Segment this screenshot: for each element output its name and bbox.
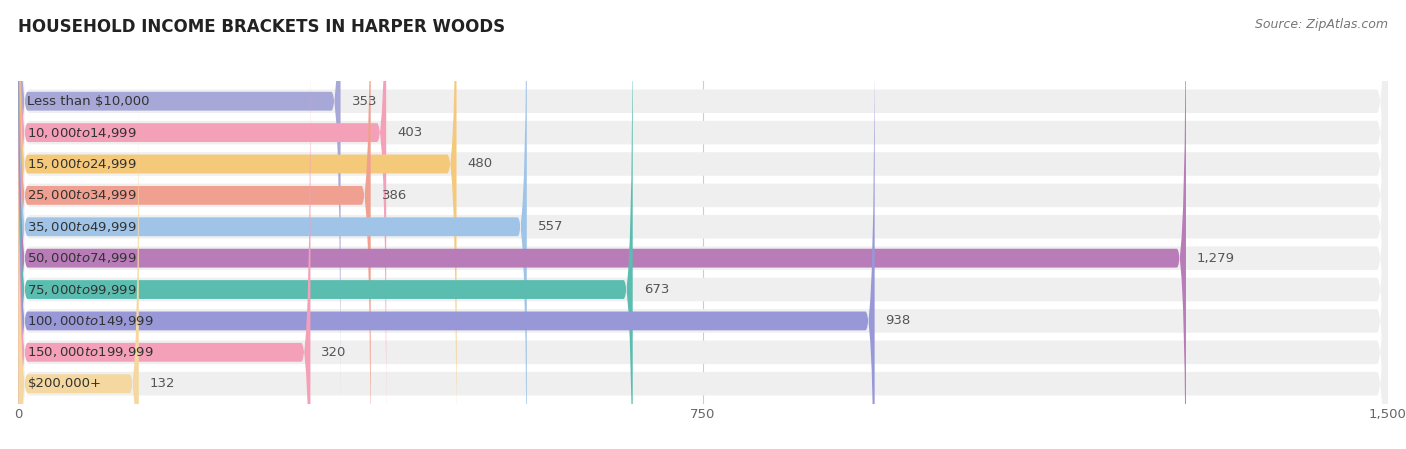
Text: $10,000 to $14,999: $10,000 to $14,999 bbox=[27, 126, 136, 140]
FancyBboxPatch shape bbox=[18, 0, 1185, 449]
Text: 938: 938 bbox=[886, 314, 911, 327]
FancyBboxPatch shape bbox=[18, 0, 1388, 449]
Text: $200,000+: $200,000+ bbox=[27, 377, 101, 390]
FancyBboxPatch shape bbox=[18, 0, 633, 449]
FancyBboxPatch shape bbox=[18, 17, 875, 449]
FancyBboxPatch shape bbox=[18, 0, 387, 437]
Text: 673: 673 bbox=[644, 283, 669, 296]
Text: 403: 403 bbox=[396, 126, 422, 139]
Text: $25,000 to $34,999: $25,000 to $34,999 bbox=[27, 189, 136, 202]
FancyBboxPatch shape bbox=[18, 0, 1388, 449]
Text: $15,000 to $24,999: $15,000 to $24,999 bbox=[27, 157, 136, 171]
FancyBboxPatch shape bbox=[18, 0, 1388, 449]
Text: HOUSEHOLD INCOME BRACKETS IN HARPER WOODS: HOUSEHOLD INCOME BRACKETS IN HARPER WOOD… bbox=[18, 18, 505, 36]
FancyBboxPatch shape bbox=[18, 0, 527, 449]
FancyBboxPatch shape bbox=[18, 0, 371, 449]
Text: 320: 320 bbox=[322, 346, 347, 359]
Text: 1,279: 1,279 bbox=[1197, 251, 1234, 264]
Text: Less than $10,000: Less than $10,000 bbox=[27, 95, 150, 108]
Text: $100,000 to $149,999: $100,000 to $149,999 bbox=[27, 314, 153, 328]
FancyBboxPatch shape bbox=[18, 19, 1388, 449]
Text: $75,000 to $99,999: $75,000 to $99,999 bbox=[27, 282, 136, 296]
FancyBboxPatch shape bbox=[18, 0, 1388, 449]
FancyBboxPatch shape bbox=[18, 0, 340, 405]
Text: 557: 557 bbox=[537, 220, 564, 233]
Text: $150,000 to $199,999: $150,000 to $199,999 bbox=[27, 345, 153, 359]
Text: $35,000 to $49,999: $35,000 to $49,999 bbox=[27, 220, 136, 234]
FancyBboxPatch shape bbox=[18, 79, 139, 449]
FancyBboxPatch shape bbox=[18, 0, 1388, 449]
FancyBboxPatch shape bbox=[18, 0, 1388, 449]
FancyBboxPatch shape bbox=[18, 0, 1388, 449]
FancyBboxPatch shape bbox=[18, 0, 1388, 449]
Text: Source: ZipAtlas.com: Source: ZipAtlas.com bbox=[1254, 18, 1388, 31]
Text: 386: 386 bbox=[381, 189, 406, 202]
Text: 132: 132 bbox=[150, 377, 176, 390]
FancyBboxPatch shape bbox=[18, 0, 1388, 449]
Text: $50,000 to $74,999: $50,000 to $74,999 bbox=[27, 251, 136, 265]
FancyBboxPatch shape bbox=[18, 0, 457, 449]
Text: 353: 353 bbox=[352, 95, 377, 108]
FancyBboxPatch shape bbox=[18, 48, 311, 449]
Text: 480: 480 bbox=[467, 158, 492, 171]
